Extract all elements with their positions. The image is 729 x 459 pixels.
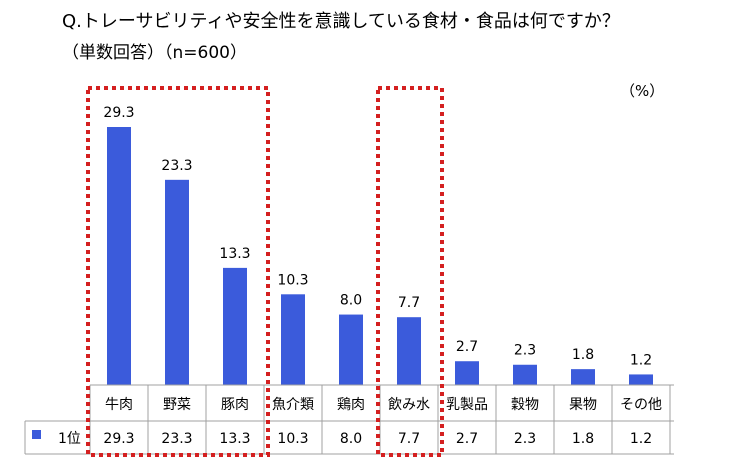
value-label-牛肉: 29.3: [103, 105, 134, 121]
bar-乳製品: [455, 361, 479, 385]
table-value-穀物: 2.3: [514, 431, 536, 447]
unit-label: （%）: [620, 82, 665, 100]
value-label-果物: 1.8: [572, 347, 594, 363]
table-value-鶏肉: 8.0: [340, 431, 362, 447]
bar-豚肉: [223, 267, 247, 385]
bar-その他: [629, 374, 653, 385]
value-label-野菜: 23.3: [161, 158, 192, 174]
bar-果物: [571, 369, 595, 385]
bar-飲み水: [397, 317, 421, 385]
bar-鶏肉: [339, 314, 363, 385]
chart-subtitle: （単数回答）（n=600）: [62, 43, 247, 63]
value-label-飲み水: 7.7: [398, 295, 420, 311]
highlight-box-2: [376, 86, 444, 457]
category-label-穀物: 穀物: [511, 397, 539, 413]
table-value-牛肉: 29.3: [103, 431, 134, 447]
value-label-穀物: 2.3: [514, 343, 536, 359]
category-label-牛肉: 牛肉: [105, 397, 133, 413]
value-label-その他: 1.2: [630, 352, 652, 368]
value-label-乳製品: 2.7: [456, 339, 478, 355]
bar-魚介類: [281, 294, 305, 385]
category-label-乳製品: 乳製品: [446, 397, 488, 413]
table-value-その他: 1.2: [630, 431, 652, 447]
table-value-豚肉: 13.3: [219, 431, 250, 447]
bar-野菜: [165, 179, 189, 385]
value-label-豚肉: 13.3: [219, 246, 250, 262]
category-label-魚介類: 魚介類: [272, 397, 314, 413]
legend-swatch: [32, 430, 41, 439]
table-value-野菜: 23.3: [161, 431, 192, 447]
bar-穀物: [513, 364, 537, 385]
category-label-豚肉: 豚肉: [221, 397, 249, 413]
table-value-魚介類: 10.3: [277, 431, 308, 447]
bar-牛肉: [107, 127, 131, 385]
category-label-野菜: 野菜: [163, 397, 191, 413]
category-label-その他: その他: [620, 397, 662, 413]
category-label-果物: 果物: [569, 397, 597, 413]
highlight-box-1: [86, 86, 270, 457]
table-value-飲み水: 7.7: [398, 431, 420, 447]
chart-title: Q.トレーサビリティや安全性を意識している食材・食品は何ですか？: [62, 11, 620, 32]
category-label-飲み水: 飲み水: [388, 397, 430, 413]
legend-series-name: 1位: [58, 431, 81, 447]
table-value-果物: 1.8: [572, 431, 594, 447]
category-label-鶏肉: 鶏肉: [337, 397, 365, 413]
table-value-乳製品: 2.7: [456, 431, 478, 447]
value-label-魚介類: 10.3: [277, 272, 308, 288]
value-label-鶏肉: 8.0: [340, 293, 362, 309]
